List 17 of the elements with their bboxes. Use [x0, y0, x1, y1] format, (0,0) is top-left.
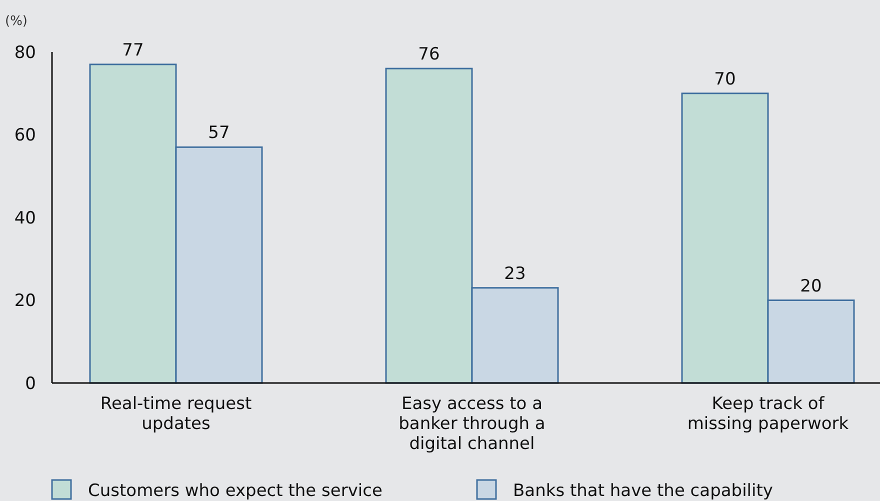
legend-label: Banks that have the capability	[513, 481, 773, 501]
y-tick-label: 20	[14, 291, 36, 312]
data-label: 77	[122, 40, 144, 60]
data-label: 57	[208, 123, 230, 144]
y-axis-title: (%)	[5, 14, 28, 29]
y-tick-label: 40	[14, 208, 36, 228]
data-label: 23	[504, 264, 526, 284]
legend-label: Customers who expect the service	[88, 481, 382, 501]
y-tick-label: 60	[14, 126, 36, 146]
y-tick-label: 0	[25, 374, 36, 394]
y-tick-label: 80	[14, 42, 36, 63]
data-label: 20	[800, 276, 822, 296]
data-label: 70	[714, 69, 736, 90]
x-tick-label: Keep track of missing paperwork	[687, 394, 849, 434]
x-tick-label: Easy access to a banker through a digital channel	[398, 394, 546, 454]
data-label: 76	[418, 44, 440, 65]
x-tick-label: Real-time request updates	[100, 394, 252, 434]
